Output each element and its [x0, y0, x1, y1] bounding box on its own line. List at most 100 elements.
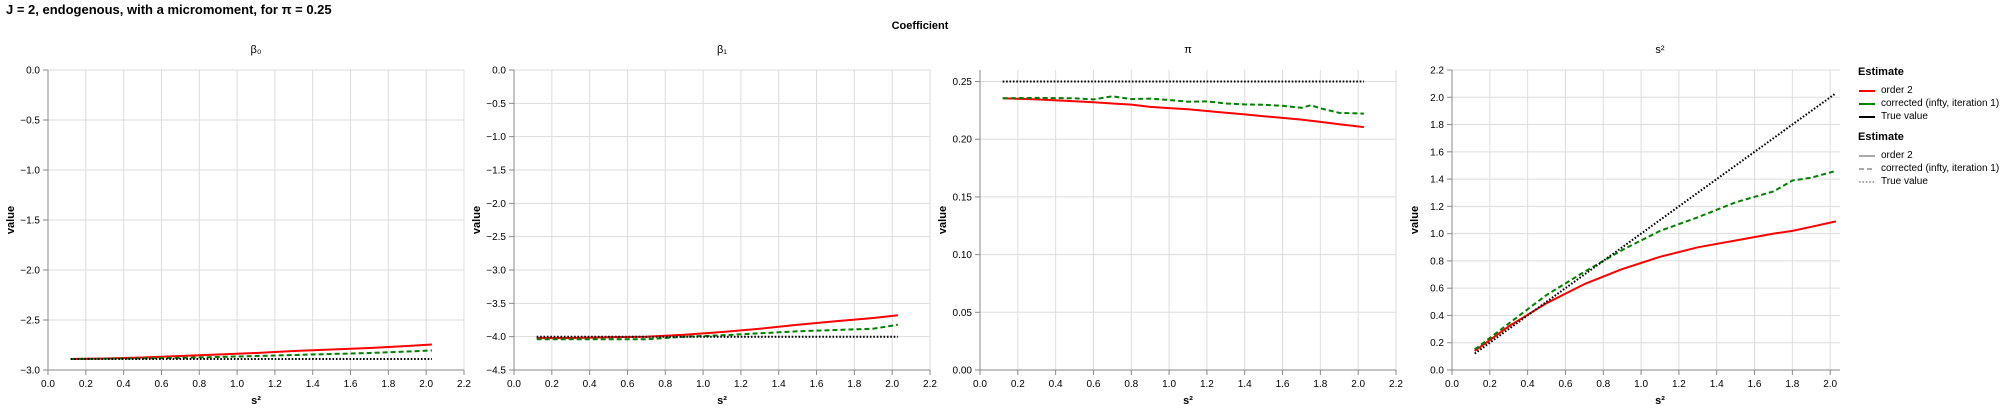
x-tick-label: 1.0 — [230, 379, 244, 390]
y-tick-label: 0.0 — [26, 66, 40, 77]
x-tick-label: 1.4 — [1238, 379, 1252, 390]
x-axis-label: s² — [1655, 395, 1665, 407]
x-tick-label: 0.2 — [1011, 379, 1025, 390]
x-tick-label: 0.0 — [973, 379, 987, 390]
legend-swatch — [1859, 155, 1875, 156]
panel-title: s² — [1655, 44, 1665, 56]
x-tick-label: 1.4 — [772, 379, 786, 390]
x-tick-label: 0.6 — [155, 379, 169, 390]
x-tick-label: 0.2 — [545, 379, 559, 390]
x-tick-label: 2.2 — [923, 379, 937, 390]
y-tick-label: −4.5 — [486, 366, 506, 377]
x-tick-label: 1.0 — [696, 379, 710, 390]
x-tick-label: 0.0 — [507, 379, 521, 390]
legend-color-items: order 2 corrected (infty, iteration 1) Tru… — [1858, 84, 2000, 123]
x-tick-label: 0.0 — [1445, 379, 1459, 390]
x-tick-label: 1.0 — [1634, 379, 1648, 390]
x-tick-label: 0.4 — [1521, 379, 1535, 390]
legend-swatch — [1859, 168, 1875, 169]
x-tick-label: 0.6 — [1559, 379, 1573, 390]
y-tick-label: 0.4 — [1430, 311, 1444, 322]
x-tick-label: 1.2 — [268, 379, 282, 390]
y-tick-label: 0.20 — [953, 135, 973, 146]
chart-panel-1: 0.0 0.2 0.4 0.6 0.8 1.0 1.2 1.4 1.6 1.8 2.0 2.2 −3.0… — [5, 44, 471, 407]
series-line-corrected-infty-iteration-1 — [1002, 95, 1364, 115]
y-tick-label: 0.0 — [1430, 366, 1444, 377]
y-tick-label: −3.5 — [486, 299, 506, 310]
y-tick-label: 2.2 — [1430, 66, 1444, 77]
y-axis-label: value — [5, 206, 17, 234]
figure-title: J = 2, endogenous, with a micromoment, f… — [6, 2, 332, 17]
x-tick-label: 0.8 — [1124, 379, 1138, 390]
y-tick-label: −2.5 — [486, 232, 506, 243]
legend-swatch — [1859, 115, 1875, 118]
y-tick-label: −0.5 — [20, 116, 40, 127]
y-tick-label: 0.6 — [1430, 284, 1444, 295]
legend-dash-title: Estimate — [1858, 131, 1904, 143]
legend-label: order 2 — [1881, 150, 1913, 161]
y-tick-label: −2.0 — [20, 266, 40, 277]
y-axis-label: value — [1409, 206, 1421, 234]
y-tick-label: −2.0 — [486, 199, 506, 210]
y-tick-label: 0.10 — [953, 250, 973, 261]
x-tick-label: 0.2 — [79, 379, 93, 390]
legend-color-item: order 2 — [1858, 84, 1998, 97]
legend-color-title: Estimate — [1858, 66, 1904, 78]
y-tick-label: 1.2 — [1430, 202, 1444, 213]
x-tick-label: 1.6 — [344, 379, 358, 390]
chart-panels: 0.0 0.2 0.4 0.6 0.8 1.0 1.2 1.4 1.6 1.8 2.0 2.2 −3.0… — [5, 44, 1840, 407]
x-tick-label: 1.0 — [1162, 379, 1176, 390]
x-tick-label: 2.0 — [1351, 379, 1365, 390]
x-tick-label: 0.4 — [1049, 379, 1063, 390]
x-tick-label: 0.8 — [1596, 379, 1610, 390]
series-line-order-2 — [1474, 220, 1837, 352]
x-tick-label: 1.6 — [1276, 379, 1290, 390]
x-axis-label: s² — [1183, 395, 1193, 407]
y-tick-label: 0.05 — [953, 308, 973, 319]
y-tick-label: 0.2 — [1430, 338, 1444, 349]
legend-label: corrected (infty, iteration 1) — [1881, 163, 2000, 174]
y-tick-label: −1.5 — [486, 166, 506, 177]
y-tick-label: −4.0 — [486, 332, 506, 343]
x-tick-label: 0.6 — [621, 379, 635, 390]
legend-swatch — [1859, 89, 1875, 92]
y-tick-label: 0.15 — [953, 192, 973, 203]
y-tick-label: 2.0 — [1430, 93, 1444, 104]
legend-color-item: corrected (infty, iteration 1) — [1858, 97, 2000, 110]
x-tick-label: 2.0 — [1823, 379, 1837, 390]
legend-label: corrected (infty, iteration 1) — [1881, 98, 2000, 109]
legend-swatch — [1859, 181, 1875, 182]
x-tick-label: 1.4 — [1710, 379, 1724, 390]
chart-panel-2: 0.0 0.2 0.4 0.6 0.8 1.0 1.2 1.4 1.6 1.8 2.0 2.2 −4.5… — [471, 44, 937, 407]
y-tick-label: 0.0 — [492, 66, 506, 77]
y-tick-label: 0.25 — [953, 77, 973, 88]
facet-header: Coefficient — [891, 20, 949, 32]
y-tick-label: 1.4 — [1430, 175, 1444, 186]
series-line-order-2 — [1002, 97, 1365, 129]
x-tick-label: 2.2 — [457, 379, 471, 390]
x-tick-label: 0.8 — [658, 379, 672, 390]
x-tick-label: 1.6 — [810, 379, 824, 390]
x-tick-label: 0.4 — [117, 379, 131, 390]
x-tick-label: 1.6 — [1748, 379, 1762, 390]
x-tick-label: 1.2 — [1200, 379, 1214, 390]
y-tick-label: 1.6 — [1430, 147, 1444, 158]
chart-panel-3: 0.0 0.2 0.4 0.6 0.8 1.0 1.2 1.4 1.6 1.8 2.0 2.2 0.00… — [937, 44, 1403, 407]
x-tick-label: 0.2 — [1483, 379, 1497, 390]
y-axis-label: value — [937, 206, 949, 234]
legend-dash-items: order 2 corrected (infty, iteration 1) Tru… — [1858, 149, 2000, 188]
y-tick-label: 0.00 — [953, 366, 973, 377]
legend: Estimate order 2 corrected (infty, iterat… — [1858, 66, 2000, 188]
panel-title: β₁ — [717, 44, 727, 56]
legend-dash-item: True value — [1858, 175, 1998, 188]
y-tick-label: −1.0 — [486, 132, 506, 143]
y-axis-label: value — [471, 206, 483, 234]
y-tick-label: 1.8 — [1430, 120, 1444, 131]
y-tick-label: −1.0 — [20, 166, 40, 177]
x-tick-label: 1.8 — [381, 379, 395, 390]
legend-label: order 2 — [1881, 85, 1913, 96]
legend-swatch — [1859, 102, 1875, 105]
series-line-corrected-infty-iteration-1 — [1474, 169, 1837, 351]
x-tick-label: 2.0 — [419, 379, 433, 390]
y-tick-label: −3.0 — [20, 366, 40, 377]
